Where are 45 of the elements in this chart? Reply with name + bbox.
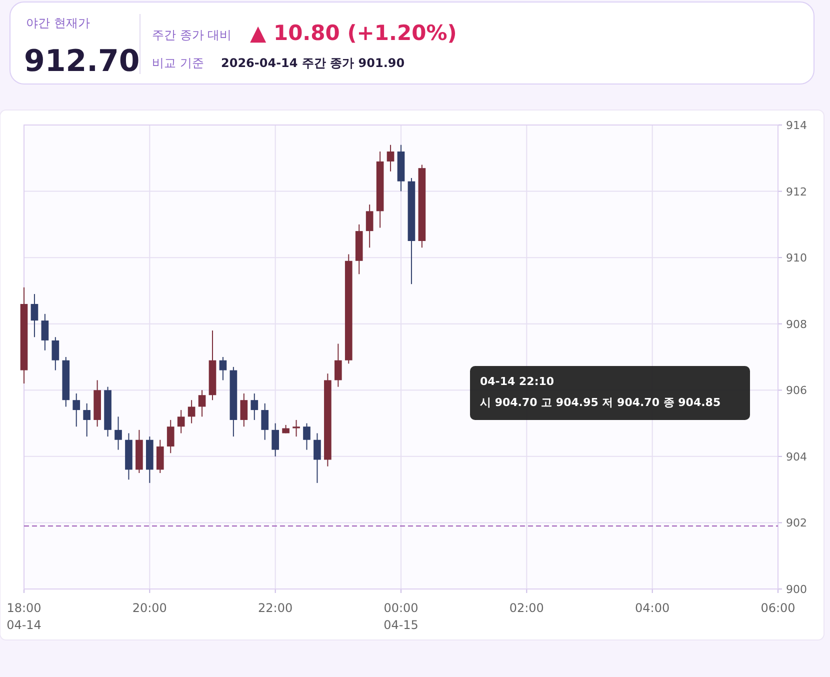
y-tick-label: 902 <box>786 516 807 530</box>
candlestick <box>41 313 49 351</box>
x-tick-label: 20:00 <box>132 601 167 615</box>
candlestick <box>188 400 196 424</box>
x-tick-label: 00:00 04-15 <box>384 601 418 632</box>
chart-subtitle: 912.70 <box>24 44 140 79</box>
candlestick <box>72 392 80 428</box>
y-tick-label: 900 <box>786 583 807 596</box>
text: 2026-04-14 주간 종가 901.90 <box>221 56 405 70</box>
candlestick <box>261 402 269 440</box>
x-tick-label: 02:00 <box>509 601 544 615</box>
candlestick <box>166 419 174 454</box>
text: ▲ 10.80 (+1.20%) <box>250 21 457 45</box>
x-tick-label: 18:00 04-14 <box>6 601 42 632</box>
annotation: 04-14 22:10 <box>480 375 554 388</box>
candlestick <box>314 432 321 484</box>
y-tick-label: 906 <box>786 384 807 398</box>
y-tick-label: 908 <box>786 318 807 331</box>
x-tick-label: 06:00 <box>760 601 796 615</box>
candlestick <box>334 343 342 388</box>
candlestick <box>250 392 258 420</box>
y-tick-label: 912 <box>786 185 807 198</box>
candlestick <box>52 336 60 371</box>
candlestick <box>198 390 206 418</box>
y-tick-label: 910 <box>786 252 807 265</box>
candlestick <box>156 439 164 474</box>
candlestick <box>240 392 248 428</box>
y-tick-label: 914 <box>786 119 807 132</box>
candlestick <box>83 402 90 438</box>
annotation: 시 904.70 고 904.95 저 904.70 종 904.85 <box>480 396 721 409</box>
chart-title: 야간 현재가 <box>26 16 90 30</box>
candlestick <box>303 422 310 450</box>
candlestick <box>30 294 38 338</box>
candlestick <box>219 356 227 381</box>
text: 주간 종가 대비 <box>152 28 232 42</box>
candlestick <box>272 422 279 457</box>
y-tick-label: 904 <box>786 450 807 464</box>
candlestick <box>366 204 374 248</box>
candlestick <box>386 144 394 172</box>
candlestick <box>177 410 185 434</box>
candlestick <box>292 419 300 438</box>
text: 비교 기준 <box>152 56 204 70</box>
x-tick-label: 04:00 <box>635 601 670 615</box>
candlestick <box>114 416 122 450</box>
x-tick-label: 22:00 <box>258 601 293 615</box>
